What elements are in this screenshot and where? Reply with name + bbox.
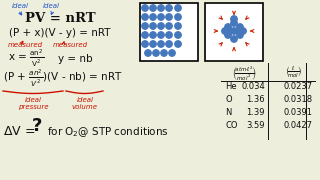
Text: $\left(\!\frac{\ell}{mol}\!\right)$: $\left(\!\frac{\ell}{mol}\!\right)$ — [284, 65, 301, 80]
Circle shape — [158, 23, 164, 29]
Text: 0.0427: 0.0427 — [284, 121, 313, 130]
Text: CO: CO — [225, 121, 237, 130]
Circle shape — [150, 14, 156, 20]
Circle shape — [231, 36, 237, 42]
Circle shape — [175, 41, 181, 47]
Circle shape — [166, 23, 172, 29]
Circle shape — [231, 16, 237, 22]
Circle shape — [175, 5, 181, 11]
Circle shape — [158, 32, 164, 38]
Circle shape — [153, 50, 159, 56]
Circle shape — [175, 23, 181, 29]
Text: ideal: ideal — [76, 97, 93, 103]
Circle shape — [150, 41, 156, 47]
Text: volume: volume — [72, 104, 98, 110]
Circle shape — [169, 50, 175, 56]
Circle shape — [237, 32, 243, 38]
Circle shape — [150, 32, 156, 38]
Text: pressure: pressure — [18, 104, 48, 110]
Circle shape — [145, 50, 151, 56]
Text: 0.034: 0.034 — [241, 82, 265, 91]
Circle shape — [161, 50, 167, 56]
Circle shape — [150, 5, 156, 11]
Circle shape — [158, 14, 164, 20]
Text: N: N — [225, 108, 231, 117]
Text: y = nb: y = nb — [58, 54, 92, 64]
Circle shape — [142, 41, 148, 47]
Circle shape — [222, 28, 228, 34]
Circle shape — [175, 32, 181, 38]
Circle shape — [142, 14, 148, 20]
Text: PV = nRT: PV = nRT — [25, 12, 95, 25]
Text: measured: measured — [53, 42, 88, 48]
Text: ideal: ideal — [12, 3, 29, 9]
Circle shape — [235, 28, 241, 34]
Circle shape — [175, 14, 181, 20]
Text: (P + x)(V - y) = nRT: (P + x)(V - y) = nRT — [9, 28, 111, 38]
Text: 0.0237: 0.0237 — [284, 82, 313, 91]
Text: x = $\mathdefault{\frac{an^2}{V^2}}$: x = $\mathdefault{\frac{an^2}{V^2}}$ — [8, 48, 44, 69]
Text: O: O — [225, 95, 232, 104]
Text: for O$_2$@ STP conditions: for O$_2$@ STP conditions — [47, 125, 169, 139]
Circle shape — [166, 41, 172, 47]
Circle shape — [231, 20, 237, 26]
Text: $\Delta$V =: $\Delta$V = — [3, 125, 36, 138]
Text: 0.0318: 0.0318 — [284, 95, 313, 104]
Circle shape — [237, 24, 243, 30]
Circle shape — [158, 5, 164, 11]
Circle shape — [142, 23, 148, 29]
Bar — [140, 3, 198, 61]
Circle shape — [231, 28, 237, 34]
Circle shape — [150, 23, 156, 29]
Text: (P + $\frac{an^2}{V^2}$)(V - nb) = nRT: (P + $\frac{an^2}{V^2}$)(V - nb) = nRT — [3, 68, 123, 89]
Circle shape — [225, 32, 231, 38]
Text: 0.0391: 0.0391 — [284, 108, 313, 117]
Circle shape — [166, 32, 172, 38]
Text: ?: ? — [32, 117, 42, 135]
Circle shape — [142, 32, 148, 38]
Text: $\left(\!\frac{atm{\cdot}\ell^2}{mol^2}\!\right)$: $\left(\!\frac{atm{\cdot}\ell^2}{mol^2}\… — [232, 65, 258, 83]
Text: 1.36: 1.36 — [246, 95, 265, 104]
Text: 3.59: 3.59 — [246, 121, 265, 130]
Bar — [205, 3, 263, 61]
Text: ideal: ideal — [25, 97, 42, 103]
Circle shape — [225, 24, 231, 30]
Circle shape — [158, 41, 164, 47]
Text: He: He — [225, 82, 236, 91]
Text: measured: measured — [8, 42, 43, 48]
Text: 1.39: 1.39 — [246, 108, 265, 117]
Circle shape — [142, 5, 148, 11]
Text: ideal: ideal — [43, 3, 60, 9]
Circle shape — [227, 28, 233, 34]
Circle shape — [240, 28, 246, 34]
Circle shape — [166, 5, 172, 11]
Circle shape — [166, 14, 172, 20]
